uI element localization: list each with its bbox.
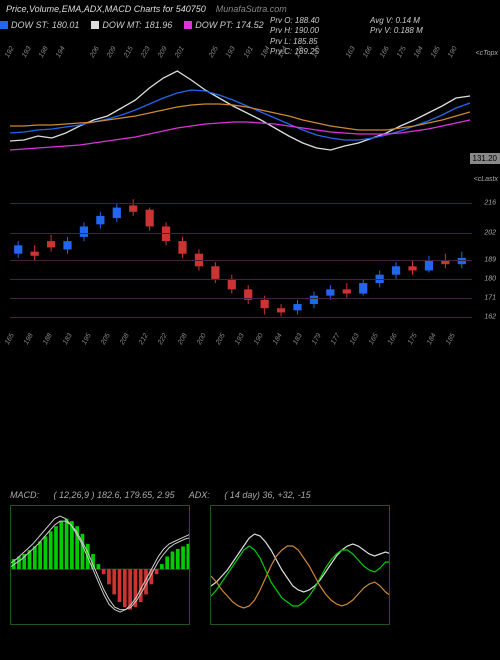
adx-chart [211, 506, 390, 625]
indicator-labels: MACD: ( 12,26,9 ) 182.6, 179.65, 2.95 AD… [10, 490, 490, 500]
adx-values: ( 14 day) 36, +32, -15 [224, 490, 310, 500]
bottom-axis: 1651981881831952052082122222082002051931… [10, 325, 470, 345]
macd-values: ( 12,26,9 ) 182.6, 179.65, 2.95 [54, 490, 175, 500]
chart-header: Price,Volume,EMA,ADX,MACD Charts for 540… [0, 0, 500, 18]
sub-panels [10, 505, 390, 625]
swatch-st [0, 21, 8, 29]
adx-panel [210, 505, 390, 625]
volume-info: Avg V: 0.14 M Prv V: 0.188 M [370, 16, 423, 37]
chart-title: Price,Volume,EMA,ADX,MACD Charts for 540… [6, 4, 206, 14]
legend-st: DOW ST: 180.01 [0, 20, 79, 30]
top-axis-label: <cTopx [475, 50, 498, 57]
adx-label: ADX: [189, 490, 210, 500]
macd-panel [10, 505, 190, 625]
candle-panel: 216202189180171162 [0, 195, 500, 325]
price-tag: 131.20 [470, 153, 500, 164]
price-axis-label: <cLastx [474, 176, 498, 183]
legend-pt: DOW PT: 174.52 [184, 20, 263, 30]
ema-lines [0, 58, 470, 188]
macd-chart [11, 506, 190, 625]
swatch-pt [184, 21, 192, 29]
price-panel: 131.20 <cLastx [0, 58, 500, 188]
top-axis: 1921931981942062092152232092012051931911… [10, 38, 470, 58]
site-name: MunafaSutra.com [216, 4, 287, 14]
legend: DOW ST: 180.01 DOW MT: 181.96 DOW PT: 17… [0, 20, 500, 30]
swatch-mt [91, 21, 99, 29]
macd-label: MACD: [10, 490, 39, 500]
legend-mt: DOW MT: 181.96 [91, 20, 172, 30]
